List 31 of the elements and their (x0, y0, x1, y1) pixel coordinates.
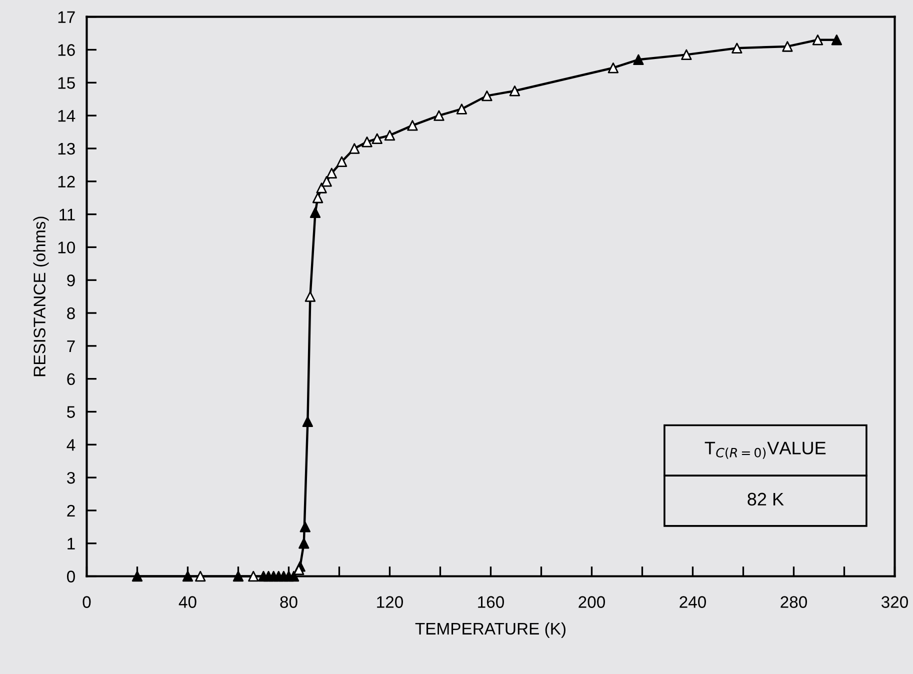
y-tick-label: 0 (67, 570, 75, 582)
y-tick-label: 16 (58, 44, 75, 56)
x-axis-title: TEMPERATURE (K) (415, 622, 566, 638)
x-tick-label: 40 (178, 596, 196, 608)
y-tick-label: 4 (66, 439, 76, 451)
y-tick-label: 2 (67, 504, 75, 516)
annotation: T$_{C(R=0)}$VALUE (704, 442, 826, 459)
y-tick-label: 5 (67, 406, 75, 418)
x-tick-label: 0 (82, 596, 91, 608)
x-tick-label: 80 (280, 596, 298, 608)
y-tick-label: 12 (58, 176, 75, 188)
x-tick-label: 280 (780, 596, 807, 608)
x-tick-label: 240 (680, 596, 706, 608)
y-tick-label: 6 (67, 373, 75, 386)
y-tick-label: 13 (58, 142, 75, 155)
y-tick-label: 17 (58, 11, 75, 23)
y-tick-label: 3 (66, 472, 75, 484)
y-tick-label: 15 (58, 77, 75, 89)
y-tick-label: 9 (67, 274, 75, 286)
annotation: 82 K (748, 492, 784, 506)
y-tick-label: 14 (58, 110, 76, 122)
y-tick-label: 11 (60, 208, 75, 220)
x-tick-label: 200 (578, 596, 605, 608)
y-tick-label: 7 (67, 340, 75, 352)
x-tick-label: 160 (478, 596, 504, 608)
y-tick-label: 8 (67, 307, 75, 320)
y-tick-label: 1 (68, 538, 75, 550)
x-tick-label: 320 (881, 596, 908, 608)
y-tick-label: 10 (58, 242, 75, 254)
x-tick-label: 120 (377, 596, 403, 608)
y-axis-title: RESISTANCE (ohms) (33, 216, 49, 376)
